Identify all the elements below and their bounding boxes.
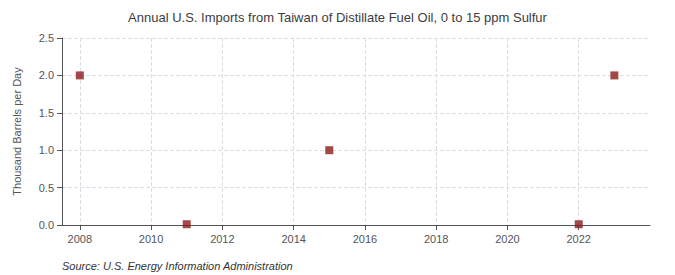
svg-text:2016: 2016 [353,233,377,245]
svg-text:1.0: 1.0 [39,144,54,156]
svg-text:2012: 2012 [210,233,234,245]
svg-text:2.5: 2.5 [39,32,54,44]
svg-text:2014: 2014 [281,233,305,245]
svg-text:2010: 2010 [139,233,163,245]
svg-text:2008: 2008 [68,233,92,245]
svg-text:2022: 2022 [566,233,590,245]
svg-text:0.0: 0.0 [39,219,54,231]
svg-text:2018: 2018 [424,233,448,245]
svg-text:2020: 2020 [495,233,519,245]
svg-text:Thousand Barrels per Day: Thousand Barrels per Day [11,67,23,196]
svg-text:Annual U.S. Imports from Taiwa: Annual U.S. Imports from Taiwan of Disti… [128,10,547,25]
svg-text:Source: U.S. Energy Informatio: Source: U.S. Energy Information Administ… [62,260,293,272]
svg-text:2.0: 2.0 [39,69,54,81]
svg-text:0.5: 0.5 [39,182,54,194]
svg-text:1.5: 1.5 [39,107,54,119]
